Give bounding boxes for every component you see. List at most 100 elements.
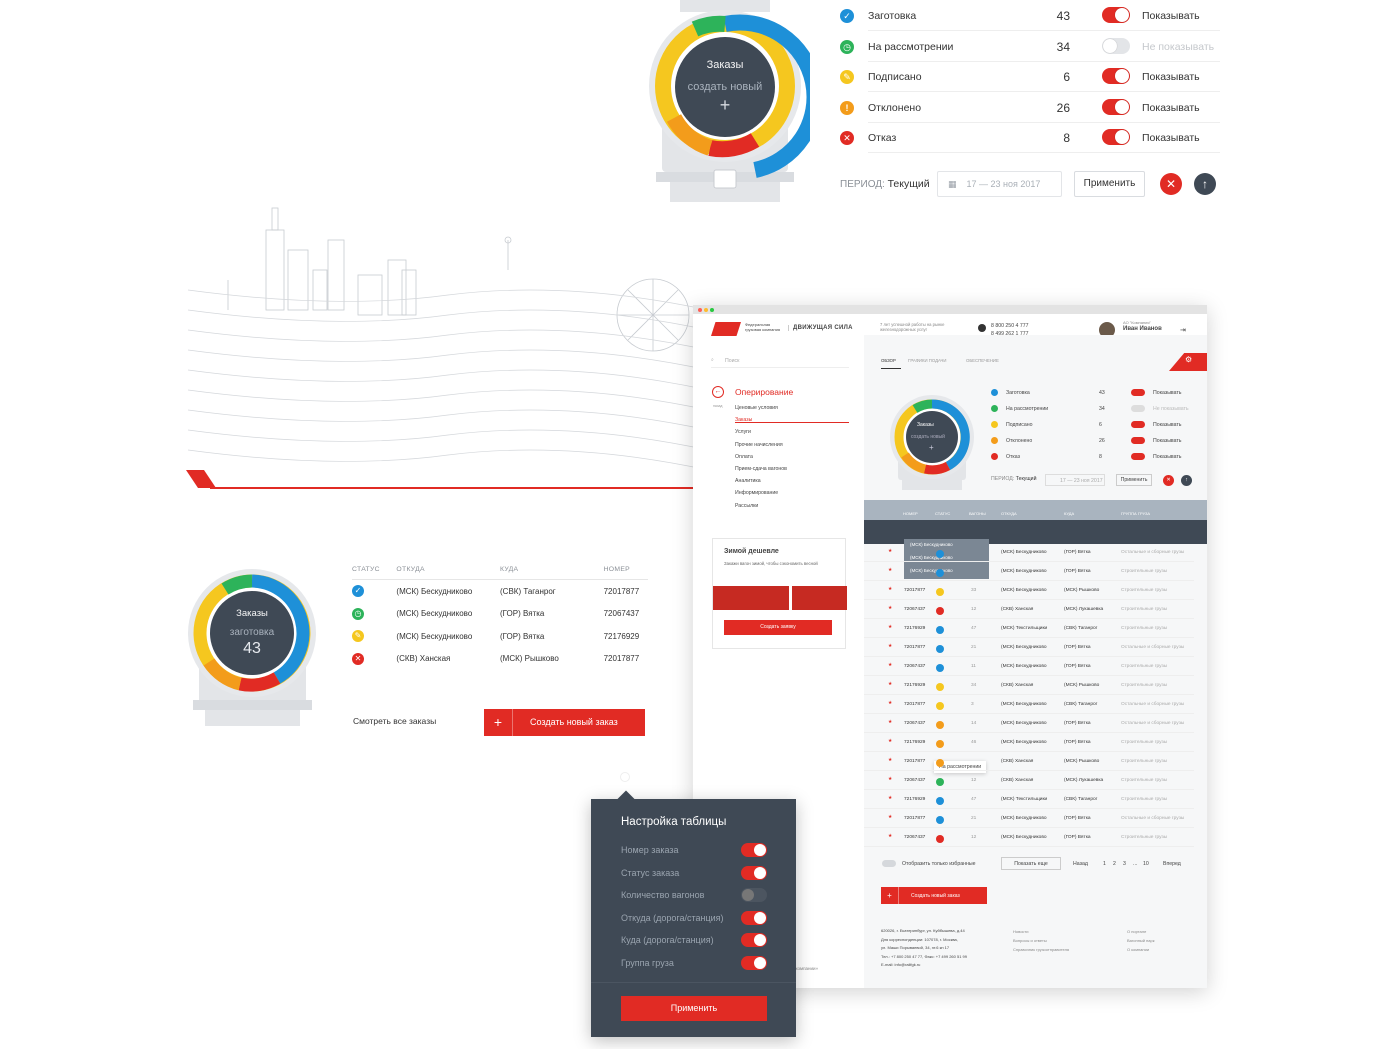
- table-row[interactable]: ★ 72176929 34 (СКВ) Ханская (МСК) Рышково Стр…: [864, 676, 1194, 695]
- setting-toggle[interactable]: [741, 865, 767, 880]
- table-row[interactable]: ★ (МСК) Бескудниково (ГОР) Вятка Остальные …: [864, 543, 1194, 562]
- mini-reset-button[interactable]: ✕: [1163, 475, 1174, 486]
- sidebar-item[interactable]: Услуги: [735, 429, 751, 436]
- mini-toggle[interactable]: [1131, 421, 1145, 428]
- grid-header-cell[interactable]: ГРУППА ГРУЗА: [1121, 511, 1151, 516]
- table-row[interactable]: ★ 72017877 21 (МСК) Бескудниково (ГОР) Вятка…: [864, 638, 1194, 657]
- app-logo[interactable]: [711, 322, 741, 336]
- back-button[interactable]: ←: [712, 386, 724, 398]
- star-icon[interactable]: ★: [888, 568, 893, 573]
- star-icon[interactable]: ★: [888, 587, 893, 592]
- small-tank-create[interactable]: создать новый: [911, 434, 945, 440]
- grid-header-cell[interactable]: НОМЕР: [903, 511, 918, 516]
- grid-header-cell[interactable]: ВАГОНЫ: [969, 511, 986, 516]
- footer-link[interactable]: О компании: [1127, 947, 1150, 952]
- collapse-up-button[interactable]: ↑: [1194, 173, 1216, 195]
- mini-toggle[interactable]: [1131, 389, 1145, 396]
- sidebar-item[interactable]: Информирование: [735, 490, 779, 497]
- star-icon[interactable]: ★: [888, 758, 893, 763]
- settings-apply-button[interactable]: Применить: [621, 996, 767, 1021]
- star-icon[interactable]: ★: [888, 549, 893, 554]
- sidebar-item[interactable]: Заказы: [735, 417, 753, 424]
- visibility-toggle[interactable]: [1102, 98, 1130, 115]
- star-icon[interactable]: ★: [888, 815, 893, 820]
- star-icon[interactable]: ★: [888, 796, 893, 801]
- table-row[interactable]: ★ 72176929 46 (МСК) Бескудниково (ГОР) Вятка…: [864, 733, 1194, 752]
- table-row[interactable]: ★ 72017877 21 (МСК) Бескудниково (ГОР) Вятка…: [864, 809, 1194, 828]
- tab[interactable]: ОБЗОР: [881, 358, 896, 363]
- setting-toggle[interactable]: [741, 955, 767, 970]
- star-icon[interactable]: ★: [888, 606, 893, 611]
- mini-up-button[interactable]: ↑: [1181, 475, 1192, 486]
- create-new-link[interactable]: создать новый: [687, 80, 763, 93]
- table-row[interactable]: ★ 72067437 11 (МСК) Бескудниково (ГОР) Вятка…: [864, 657, 1194, 676]
- visibility-toggle[interactable]: [1102, 37, 1130, 54]
- mini-toggle[interactable]: [1131, 453, 1145, 460]
- page-number[interactable]: 10: [1143, 861, 1149, 867]
- search-input[interactable]: Поиск: [725, 358, 740, 364]
- table-row[interactable]: ✕ (СКВ) Ханская (МСК) Рышково 72017877: [352, 648, 648, 671]
- period-value[interactable]: Текущий: [887, 178, 930, 190]
- top-tank-center[interactable]: Заказы создать новый +: [675, 37, 775, 137]
- setting-toggle[interactable]: [741, 910, 767, 925]
- table-row[interactable]: ✓ (МСК) Бескудниково (СВК) Таганрог 7201787…: [352, 580, 648, 603]
- prev-page-link[interactable]: Назад: [1073, 861, 1088, 867]
- table-row[interactable]: ★ (МСК) Бескудниково (ГОР) Вятка Строительн…: [864, 562, 1194, 581]
- sidebar-item[interactable]: Ценовые условия: [735, 405, 778, 411]
- star-icon[interactable]: ★: [888, 701, 893, 706]
- dropdown-option[interactable]: (МСК) Бескудниково: [910, 542, 953, 547]
- star-icon[interactable]: ★: [888, 739, 893, 744]
- table-row[interactable]: ◷ (МСК) Бескудниково (ГОР) Вятка 72067437: [352, 603, 648, 626]
- footer-link[interactable]: Вагонный парк: [1127, 938, 1155, 943]
- sidebar-item[interactable]: Прием-сдача вагонов: [735, 466, 787, 472]
- table-row[interactable]: ✎ (МСК) Бескудниково (ГОР) Вятка 72176929: [352, 625, 648, 648]
- table-row[interactable]: ★ 72017877 (СКВ) Ханская (МСК) Рышково Строи…: [864, 752, 1194, 771]
- table-row[interactable]: ★ 72067437 12 (СКВ) Ханская (МСК) Лукашевка С…: [864, 600, 1194, 619]
- filter-dropdown[interactable]: [904, 539, 989, 579]
- footer-link[interactable]: Новости: [1013, 929, 1029, 934]
- setting-toggle[interactable]: [741, 888, 767, 902]
- setting-toggle[interactable]: [741, 843, 767, 857]
- see-all-orders-link[interactable]: Смотреть все заказы: [353, 716, 437, 726]
- table-row[interactable]: ★ 72067437 12 (СКВ) Ханская (МСК) Лукашевка С…: [864, 771, 1194, 790]
- sidebar-item[interactable]: Прочие начисления: [735, 441, 783, 448]
- tab[interactable]: ОБЕСПЕЧЕНИЕ: [966, 358, 999, 363]
- grid-header-cell[interactable]: СТАТУС: [935, 511, 951, 516]
- sidebar-item[interactable]: Оплата: [735, 453, 753, 460]
- visibility-toggle[interactable]: [1102, 129, 1130, 145]
- user-name[interactable]: Иван Иванов: [1123, 326, 1162, 332]
- star-icon[interactable]: ★: [888, 834, 893, 839]
- mid-tank-center[interactable]: Заказы заготовка 43: [210, 591, 294, 675]
- star-icon[interactable]: ★: [888, 644, 893, 649]
- promo-button[interactable]: Создать заявку: [724, 620, 832, 635]
- mini-apply-button[interactable]: Применить: [1116, 474, 1152, 486]
- table-row[interactable]: ★ 72176929 47 (МСК) Текстильщики (СВК) Таган…: [864, 619, 1194, 638]
- star-icon[interactable]: ★: [888, 663, 893, 668]
- plus-icon[interactable]: +: [719, 94, 731, 115]
- reset-period-button[interactable]: ✕: [1160, 173, 1182, 195]
- app-create-order-button[interactable]: + Создать новый заказ: [881, 887, 987, 904]
- star-icon[interactable]: ★: [888, 625, 893, 630]
- star-icon[interactable]: ★: [888, 720, 893, 725]
- sidebar-item[interactable]: Аналитика: [735, 478, 761, 485]
- minimize-window-dot[interactable]: [704, 308, 708, 312]
- mini-date-range[interactable]: 17 — 23 ноя 2017: [1045, 474, 1105, 486]
- table-row[interactable]: ★ 72176929 47 (МСК) Текстильщики (СВК) Таган…: [864, 790, 1194, 809]
- dropdown-option[interactable]: (МСК) Бескудниково: [910, 555, 953, 560]
- tab[interactable]: ГРАФИКИ ПОДАЧИ: [908, 358, 947, 363]
- page-number[interactable]: 3: [1123, 861, 1126, 867]
- small-tank-plus[interactable]: +: [929, 443, 934, 452]
- visibility-toggle[interactable]: [1102, 7, 1130, 23]
- mini-toggle[interactable]: [1131, 437, 1145, 444]
- grid-header-cell[interactable]: КУДА: [1064, 511, 1075, 516]
- dropdown-option[interactable]: (МСК) Бескудниково: [910, 568, 953, 573]
- grid-header-cell[interactable]: ОТКУДА: [1001, 511, 1017, 516]
- setting-toggle[interactable]: [741, 933, 767, 947]
- close-window-dot[interactable]: [698, 308, 702, 312]
- footer-link[interactable]: О портале: [1127, 929, 1147, 934]
- logout-icon[interactable]: ⇥: [1180, 327, 1186, 334]
- table-row[interactable]: ★ 72017877 3 (МСК) Бескудниково (СВК) Таганр…: [864, 695, 1194, 714]
- table-row[interactable]: ★ 72017877 33 (МСК) Бескудниково (МСК) Рышко…: [864, 581, 1194, 600]
- page-number[interactable]: 1: [1103, 861, 1106, 867]
- mini-toggle[interactable]: [1131, 405, 1145, 412]
